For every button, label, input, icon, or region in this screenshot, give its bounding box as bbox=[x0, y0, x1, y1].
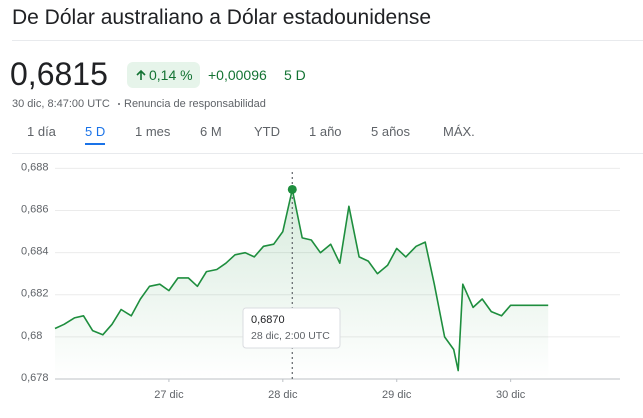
tooltip-box bbox=[242, 307, 341, 349]
tab[interactable]: 5 D bbox=[85, 124, 106, 145]
tooltip: 0,6870 28 dic, 2:00 UTC bbox=[242, 307, 341, 349]
tab[interactable]: YTD bbox=[254, 124, 280, 139]
divider bbox=[12, 40, 643, 41]
x-tick-label: 29 dic bbox=[382, 389, 412, 401]
tab[interactable]: 5 años bbox=[371, 124, 411, 139]
change-percent: 0,14 % bbox=[149, 67, 193, 83]
disclaimer[interactable]: Renuncia de responsabilidad bbox=[124, 98, 266, 110]
change-abs: +0,00096 bbox=[208, 67, 267, 83]
tooltip-value: 0,6870 bbox=[251, 314, 285, 326]
tab[interactable]: 1 año bbox=[309, 124, 342, 139]
tab[interactable]: 1 mes bbox=[135, 124, 171, 139]
y-tick-label: 0,688 bbox=[21, 161, 49, 173]
y-tick-label: 0,682 bbox=[21, 288, 49, 300]
x-tick-label: 28 dic bbox=[268, 389, 298, 401]
tab[interactable]: MÁX. bbox=[443, 124, 475, 139]
up-arrow bbox=[136, 69, 146, 80]
y-tick-label: 0,678 bbox=[21, 372, 49, 384]
price: 0,6815 bbox=[10, 56, 108, 92]
area bbox=[55, 189, 549, 379]
x-tick-label: 27 dic bbox=[154, 389, 184, 401]
change-badge: 0,14 % bbox=[127, 62, 200, 88]
tab[interactable]: 6 M bbox=[200, 124, 222, 139]
separator bbox=[118, 103, 120, 105]
y-tick-label: 0,68 bbox=[21, 330, 42, 342]
title: De Dólar australiano a Dólar estadounide… bbox=[12, 6, 432, 29]
tab[interactable]: 1 día bbox=[27, 124, 56, 139]
x-tick-label: 30 dic bbox=[496, 389, 526, 401]
period: 5 D bbox=[284, 67, 306, 83]
y-tick-label: 0,686 bbox=[21, 203, 49, 215]
hover-point bbox=[287, 184, 297, 194]
tooltip-label: 28 dic, 2:00 UTC bbox=[251, 330, 330, 342]
divider bbox=[12, 153, 643, 154]
y-tick-label: 0,684 bbox=[21, 246, 49, 258]
timestamp: 30 dic, 8:47:00 UTC bbox=[12, 98, 110, 110]
